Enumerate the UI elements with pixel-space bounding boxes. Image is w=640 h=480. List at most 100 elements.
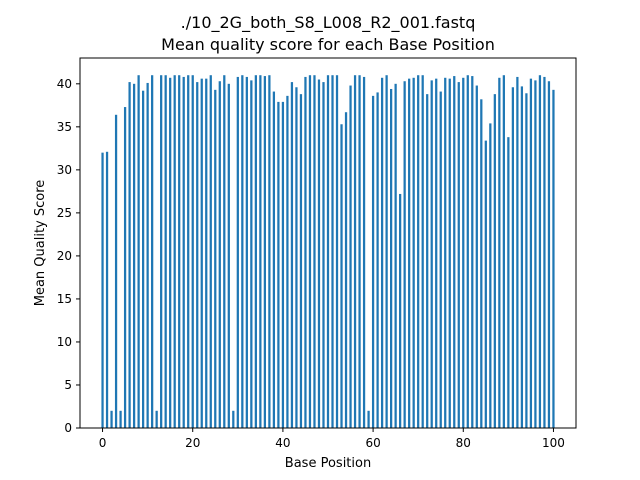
bar-position-24 xyxy=(209,75,212,429)
bar-position-6 xyxy=(128,82,131,429)
x-tick-label: 60 xyxy=(365,436,380,450)
bar-position-61 xyxy=(376,92,379,428)
bar-position-2 xyxy=(110,410,113,428)
bar-position-15 xyxy=(169,77,172,428)
bar-position-75 xyxy=(439,91,442,428)
bar-position-95 xyxy=(529,78,533,429)
bar-position-38 xyxy=(272,91,276,428)
bar-position-34 xyxy=(254,75,257,429)
bar-position-41 xyxy=(286,95,289,428)
y-tick-label: 35 xyxy=(57,120,72,134)
bar-position-21 xyxy=(196,82,199,429)
bar-position-29 xyxy=(232,410,235,428)
y-tick-label: 40 xyxy=(57,77,72,91)
bar-position-44 xyxy=(299,94,303,429)
bar-position-39 xyxy=(277,101,280,428)
y-axis-label: Mean Quality Score xyxy=(33,180,48,307)
bar-position-98 xyxy=(543,76,546,428)
bar-position-68 xyxy=(408,78,411,429)
x-tick-label: 20 xyxy=(185,436,200,450)
chart-title-line-2: Mean quality score for each Base Positio… xyxy=(161,35,495,54)
bar-position-70 xyxy=(417,75,420,429)
y-tick-label: 0 xyxy=(64,421,72,435)
bar-position-53 xyxy=(340,124,343,429)
bar-position-76 xyxy=(444,77,447,428)
y-axis-ticks: 0 5 10 15 20 25 30 35 40 xyxy=(57,77,80,435)
bar-position-96 xyxy=(534,80,537,428)
bar-position-14 xyxy=(164,75,167,429)
bar-position-100 xyxy=(552,89,555,428)
bar-position-85 xyxy=(484,140,487,428)
bar-position-23 xyxy=(205,78,208,429)
bar-position-94 xyxy=(525,93,528,429)
bar-position-88 xyxy=(498,77,501,428)
bar-position-12 xyxy=(155,410,158,428)
bar-position-26 xyxy=(218,81,221,429)
bar-position-28 xyxy=(227,83,230,428)
bar-position-83 xyxy=(475,85,478,428)
bar-position-84 xyxy=(480,99,483,429)
bar-position-16 xyxy=(173,75,176,429)
bar-position-60 xyxy=(371,95,375,428)
bar-position-74 xyxy=(435,78,438,429)
bar-position-46 xyxy=(308,75,312,429)
bar-position-59 xyxy=(367,410,370,428)
bar-position-99 xyxy=(547,81,551,429)
bar-position-64 xyxy=(390,88,393,428)
bar-position-90 xyxy=(507,137,510,429)
bar-position-25 xyxy=(214,89,217,428)
bar-position-71 xyxy=(421,75,424,429)
bar-position-4 xyxy=(119,410,122,428)
bar-position-51 xyxy=(331,75,334,429)
x-axis-label: Base Position xyxy=(285,456,371,471)
chart-title-line-1: ./10_2G_both_S8_L008_R2_001.fastq xyxy=(181,13,476,33)
bar-position-97 xyxy=(538,75,542,429)
bar-position-73 xyxy=(430,80,433,428)
bar-position-43 xyxy=(295,87,298,429)
bar-position-9 xyxy=(142,90,145,428)
bar-position-31 xyxy=(241,75,244,429)
y-tick-label: 30 xyxy=(57,163,72,177)
bar-position-86 xyxy=(489,123,492,428)
bar-position-82 xyxy=(471,76,474,429)
bar-position-55 xyxy=(349,85,352,428)
bar-position-66 xyxy=(399,193,402,428)
bar-position-79 xyxy=(457,82,460,429)
x-tick-label: 80 xyxy=(456,436,471,450)
bar-position-63 xyxy=(385,75,388,429)
bar-position-1 xyxy=(105,151,109,428)
x-tick-label: 40 xyxy=(275,436,290,450)
bar-position-65 xyxy=(394,83,397,428)
bar-position-52 xyxy=(335,75,339,429)
bar-position-30 xyxy=(236,76,239,428)
plot-frame xyxy=(79,57,577,429)
bar-position-56 xyxy=(353,75,357,429)
bar-position-13 xyxy=(160,75,163,429)
bar-position-0 xyxy=(101,152,104,428)
bar-position-57 xyxy=(358,75,361,429)
bar-position-3 xyxy=(114,114,118,428)
bar-position-50 xyxy=(326,75,330,429)
bar-position-49 xyxy=(322,82,325,429)
bar-position-17 xyxy=(178,75,181,429)
bar-position-42 xyxy=(290,82,294,429)
y-tick-label: 10 xyxy=(57,335,72,349)
bar-position-92 xyxy=(516,76,519,428)
bar-position-77 xyxy=(448,78,451,429)
y-tick-label: 5 xyxy=(64,378,72,392)
bar-position-93 xyxy=(520,86,524,428)
bar-position-8 xyxy=(137,75,140,429)
bar-position-20 xyxy=(191,75,194,429)
x-tick-label: 100 xyxy=(542,436,565,450)
bar-position-87 xyxy=(493,94,496,429)
bar-position-11 xyxy=(151,75,154,429)
bar-position-40 xyxy=(281,101,285,428)
y-tick-label: 20 xyxy=(57,249,72,263)
bar-position-36 xyxy=(263,76,266,429)
bar-position-7 xyxy=(132,83,136,428)
bar-position-91 xyxy=(511,87,514,429)
bar-position-48 xyxy=(317,79,321,428)
bar-position-69 xyxy=(412,77,415,428)
bar-position-78 xyxy=(453,76,456,429)
